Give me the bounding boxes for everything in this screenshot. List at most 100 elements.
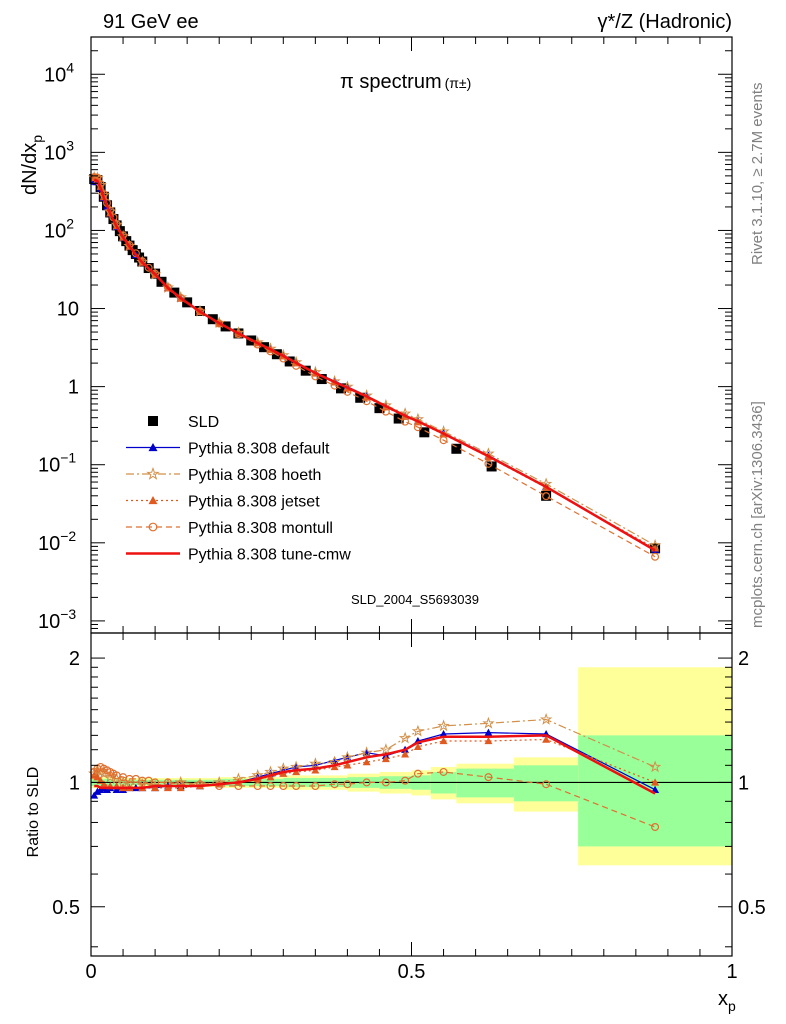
series-point-ratio <box>99 780 108 788</box>
series-line-main <box>93 177 656 549</box>
series-point-main <box>151 269 160 278</box>
y-tick-base: 1 <box>68 377 79 399</box>
ratio-plot-content <box>87 667 732 866</box>
x-tick-label: 1 <box>726 961 737 983</box>
y-label-sub: p <box>29 135 45 143</box>
legend-label: Pythia 8.308 montull <box>188 520 333 537</box>
y-tick-label: 103 <box>44 137 74 164</box>
series-point-ratio <box>330 780 339 789</box>
series-point-ratio <box>311 782 320 791</box>
y-tick-label: 102 <box>44 215 74 242</box>
y-tick-exponent: −3 <box>60 606 76 622</box>
ratio-tick-label-right: 0.5 <box>738 897 766 919</box>
series-point-ratio <box>401 750 410 758</box>
y-tick-base: 10 <box>38 455 60 477</box>
legend-label: Pythia 8.308 hoeth <box>188 467 321 484</box>
ratio-band-inner <box>514 765 579 802</box>
data-point-sld <box>486 461 497 472</box>
ratio-tick-label-left: 2 <box>69 648 80 670</box>
series-point-ratio <box>176 780 185 789</box>
series-point-ratio <box>195 780 204 789</box>
series-point-main <box>484 459 493 468</box>
series-point-ratio <box>413 742 422 750</box>
header-left: 91 GeV ee <box>103 11 199 33</box>
series-point-ratio <box>215 782 224 791</box>
series-point-ratio <box>151 783 160 792</box>
series-point-ratio <box>103 785 112 793</box>
series-point-main <box>144 263 153 272</box>
series-point-ratio <box>343 761 352 769</box>
main-y-axis-label: dN/dxp <box>19 135 45 195</box>
mcplots-label: mcplots.cern.ch [arXiv:1306.3436] <box>749 401 766 628</box>
series-point-ratio <box>651 822 660 831</box>
data-point-sld <box>541 490 552 501</box>
series-point-ratio <box>379 743 393 756</box>
data-point-sld <box>355 392 366 403</box>
series-point-ratio <box>343 780 352 789</box>
series-point-ratio <box>309 757 322 769</box>
series-point-ratio <box>362 778 371 787</box>
series-point-ratio <box>112 785 121 793</box>
legend-marker <box>148 416 158 426</box>
series-point-ratio <box>341 750 354 763</box>
series-point-ratio <box>266 782 275 791</box>
series-point-main <box>215 319 224 328</box>
analysis-watermark: SLD_2004_S5693039 <box>351 592 479 607</box>
y-tick-exponent: 4 <box>66 59 74 75</box>
series-line-main <box>94 176 656 546</box>
ratio-y-axis-label: Ratio to SLD <box>25 767 42 858</box>
series-point-ratio <box>651 778 660 786</box>
series-point-ratio <box>266 773 275 781</box>
series-point-ratio <box>401 776 410 785</box>
series-point-ratio <box>484 773 493 782</box>
series-line-ratio <box>94 734 656 795</box>
ratio-tick-label-right: 1 <box>738 772 749 794</box>
series-point-main <box>651 552 660 561</box>
data-point-sld <box>300 365 311 376</box>
series-point-ratio <box>439 736 448 745</box>
y-tick-base: 10 <box>44 64 66 86</box>
series-point-main <box>381 407 390 416</box>
x-label-sub: p <box>728 998 736 1014</box>
data-point-sld <box>284 356 295 367</box>
chart-title-suffix: (π±) <box>445 75 472 91</box>
series-point-ratio <box>93 787 102 795</box>
ratio-panel: 0.5 0.51 12 2 0 0.5 1 <box>52 632 766 983</box>
series-point-ratio <box>439 729 448 738</box>
data-point-sld <box>451 443 462 454</box>
y-tick-exponent: 3 <box>66 137 74 153</box>
series-point-ratio <box>381 778 390 787</box>
series-line-main <box>94 180 656 551</box>
series-point-ratio <box>411 724 425 737</box>
y-tick-label: 10−1 <box>38 450 76 477</box>
series-point-ratio <box>482 716 495 729</box>
series-point-ratio <box>253 782 262 791</box>
y-tick-label: 1 <box>68 377 79 399</box>
data-point-sld <box>419 427 430 438</box>
series-point-ratio <box>90 791 99 799</box>
y-tick-exponent: 2 <box>66 215 74 231</box>
series-point-main <box>138 257 147 266</box>
series-point-ratio <box>484 728 493 736</box>
x-axis-label: xp <box>718 988 736 1014</box>
series-point-ratio <box>163 783 172 792</box>
series-point-ratio <box>439 767 448 776</box>
chart-title: π spectrum (π±) <box>340 71 471 93</box>
y-label-main: dN/dx <box>19 143 41 195</box>
series-point-ratio <box>381 754 390 763</box>
data-point-sld <box>374 403 385 414</box>
y-tick-label: 10−3 <box>38 606 76 633</box>
series-point-main <box>413 423 422 432</box>
series-point-ratio <box>648 760 662 773</box>
series-point-ratio <box>93 773 102 781</box>
x-tick-label: 0 <box>85 961 96 983</box>
series-point-main <box>439 436 448 445</box>
rivet-label: Rivet 3.1.10, ≥ 2.7M events <box>749 83 766 266</box>
series-point-ratio <box>292 767 301 776</box>
series-point-main <box>163 283 172 292</box>
x-tick-label: 0.5 <box>398 961 426 983</box>
series-point-ratio <box>542 780 551 789</box>
series-point-ratio <box>96 785 105 793</box>
